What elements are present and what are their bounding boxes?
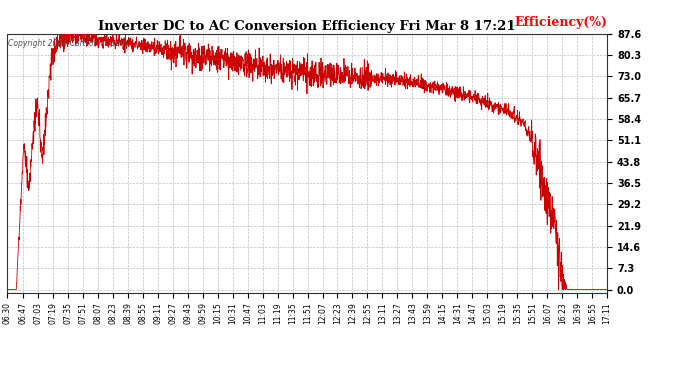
Text: Copyright 2024 Cartronics.com: Copyright 2024 Cartronics.com bbox=[8, 39, 128, 48]
Text: Efficiency(%): Efficiency(%) bbox=[514, 16, 607, 28]
Title: Inverter DC to AC Conversion Efficiency Fri Mar 8 17:21: Inverter DC to AC Conversion Efficiency … bbox=[98, 20, 516, 33]
